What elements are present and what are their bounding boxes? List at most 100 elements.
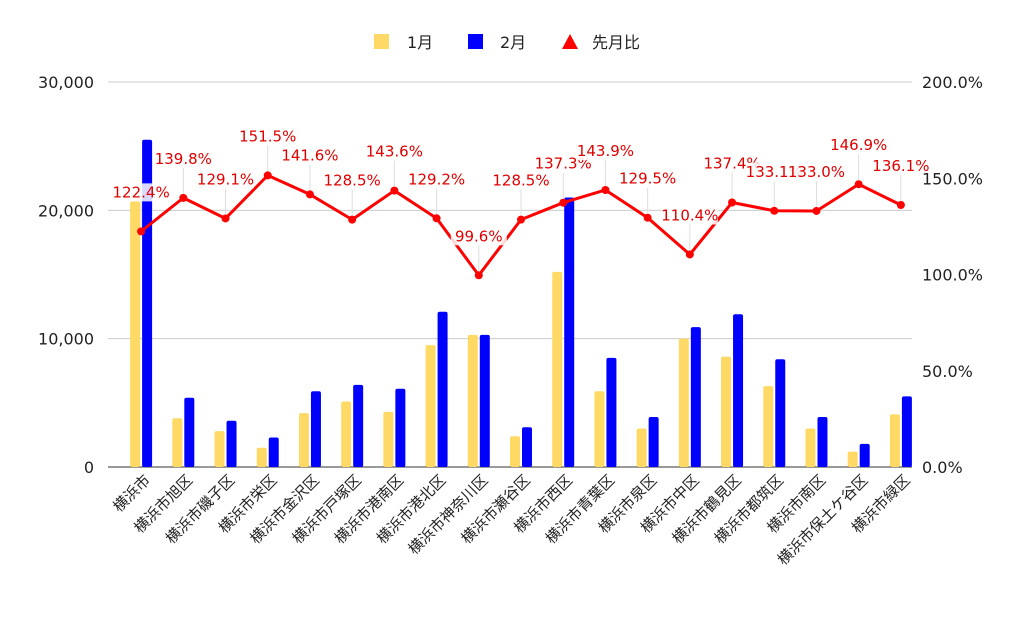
data-label-bg [704,154,761,173]
data-label: 133.0% [788,163,845,181]
data-label: 129.2% [408,170,465,188]
bar-feb [184,397,195,467]
legend-label-2: 2月 [500,33,526,52]
bar-jan [678,338,689,467]
line-point [559,198,568,207]
bar-feb [606,357,617,467]
bar-jan [721,356,732,467]
bar-feb [564,197,575,467]
data-label-bg [493,171,549,190]
label-layer: 122.4% 139.8% 129.1% 151.5%141.6% 128.5% 143.… [113,127,929,272]
data-label-bg [366,142,423,161]
data-label: 136.1% [872,157,929,175]
bar-jan [130,201,141,467]
line-point [896,201,905,210]
data-label-bg [408,170,465,189]
y-right-tick-label: 100.0% [922,266,983,285]
data-label-bg [450,227,507,246]
bar-jan [636,428,647,467]
bar-feb [901,396,912,467]
data-label-bg [239,127,296,146]
bar-jan [383,411,394,467]
data-label: 139.8% [155,150,212,168]
line-point [812,206,821,215]
line-layer [137,171,905,280]
line-point [390,186,399,195]
line-point [263,171,272,180]
bar-jan [298,413,309,467]
data-label-bg [155,149,212,168]
bar-jan [467,334,478,467]
data-label-bg [661,206,718,225]
data-label-bg [830,136,887,155]
bar-feb [522,427,532,467]
legend-swatch-2 [468,34,483,49]
y-right-tick-label: 200.0% [922,73,983,92]
bar-jan [594,391,605,467]
data-label: 143.9% [577,142,634,160]
bar-feb [859,443,870,467]
bar-layer [130,139,912,467]
legend-triangle-icon [562,34,578,49]
bar-jan [172,418,183,467]
bar-feb [437,311,448,467]
data-label: 141.6% [281,146,338,164]
data-label: 129.5% [619,170,676,188]
legend: 1月 2月 先月比 [374,33,640,52]
line-point [854,180,863,189]
data-label-bg [577,141,634,160]
data-label-bg [746,162,803,181]
line-point [221,214,230,223]
bar-jan [256,447,267,467]
line-point [305,190,314,199]
data-label-bg [197,170,254,189]
data-label-bg [281,146,338,165]
data-label: 128.5% [324,172,381,190]
bar-feb [310,391,321,467]
y-right-tick-label: 150.0% [922,169,983,188]
data-label-bg [113,183,170,202]
line-point [179,193,188,202]
bar-feb [142,139,153,467]
line-point [601,185,610,194]
data-label: 146.9% [830,136,887,154]
data-label: 151.5% [239,127,296,145]
bar-feb [733,314,744,467]
line-point [348,215,357,224]
bar-feb [817,416,828,467]
data-label: 143.6% [366,143,423,161]
bar-feb [226,420,237,467]
legend-label-1: 1月 [407,33,433,52]
data-label-bg [872,157,929,176]
data-label-bg [619,169,676,188]
data-label: 99.6% [455,227,503,245]
bar-feb [395,388,406,467]
y-right-tick-label: 50.0% [922,362,973,381]
line-point [770,206,779,215]
bar-jan [510,436,520,467]
bar-jan [889,414,900,467]
bar-jan [763,386,774,467]
grid-layer [108,81,912,468]
bar-jan [214,431,225,467]
data-label: 129.1% [197,170,254,188]
line-point [517,215,525,224]
bar-jan [805,428,816,467]
bar-feb [353,384,364,467]
bar-jan [552,271,563,467]
y-left-tick-label: 30,000 [38,73,94,92]
y-left-tick-label: 0 [84,458,94,477]
bar-feb [268,437,279,467]
data-label: 122.4% [113,183,170,201]
y-left-tick-label: 10,000 [38,330,94,349]
bar-feb [690,327,701,467]
line-point [432,214,441,223]
bar-feb [479,334,490,467]
data-label-bg [324,171,381,190]
data-label: 128.5% [492,172,549,190]
legend-swatch-1 [374,34,389,49]
data-label-bg [535,154,592,173]
line-point [685,250,694,259]
legend-label-3: 先月比 [592,33,640,52]
